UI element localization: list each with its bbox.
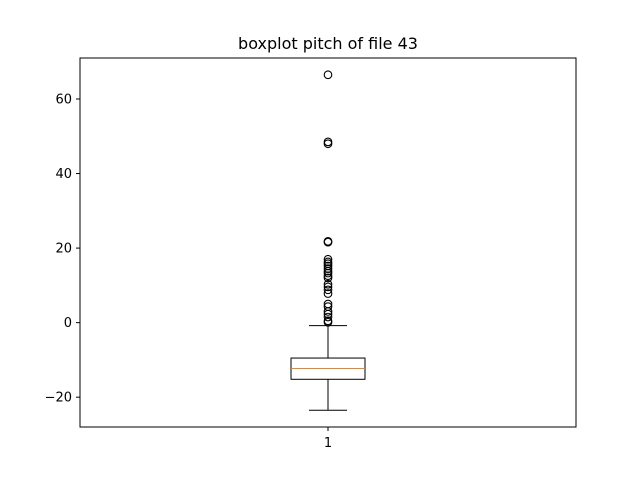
outlier-point	[323, 254, 333, 264]
outlier-point	[323, 317, 333, 327]
x-tick-label: 1	[324, 436, 332, 451]
outlier-point	[323, 237, 333, 247]
outlier-point	[323, 70, 333, 80]
box-group	[290, 325, 366, 411]
plot-area-frame	[79, 57, 577, 428]
y-axis: −20 0 20 40 60	[45, 93, 80, 406]
y-tick-label: 40	[55, 167, 72, 182]
outlier-point	[323, 273, 333, 283]
outlier-point	[323, 137, 333, 147]
outlier-point	[323, 139, 333, 149]
y-tick-label: 20	[55, 242, 72, 257]
outlier-point	[323, 312, 333, 322]
chart-title: boxplot pitch of file 43	[238, 34, 418, 53]
y-tick-label: 60	[55, 93, 72, 108]
y-tick-label: −20	[45, 391, 72, 406]
outliers	[323, 70, 333, 327]
outlier-point	[323, 279, 333, 289]
outlier-point	[323, 271, 333, 281]
outlier-point	[323, 289, 333, 298]
outlier-point	[323, 282, 333, 292]
outlier-point	[323, 285, 333, 295]
x-axis: 1	[324, 427, 332, 451]
outlier-point	[323, 268, 333, 278]
outlier-point	[323, 307, 333, 316]
outlier-point	[323, 309, 333, 319]
y-tick-label: 0	[64, 316, 72, 331]
